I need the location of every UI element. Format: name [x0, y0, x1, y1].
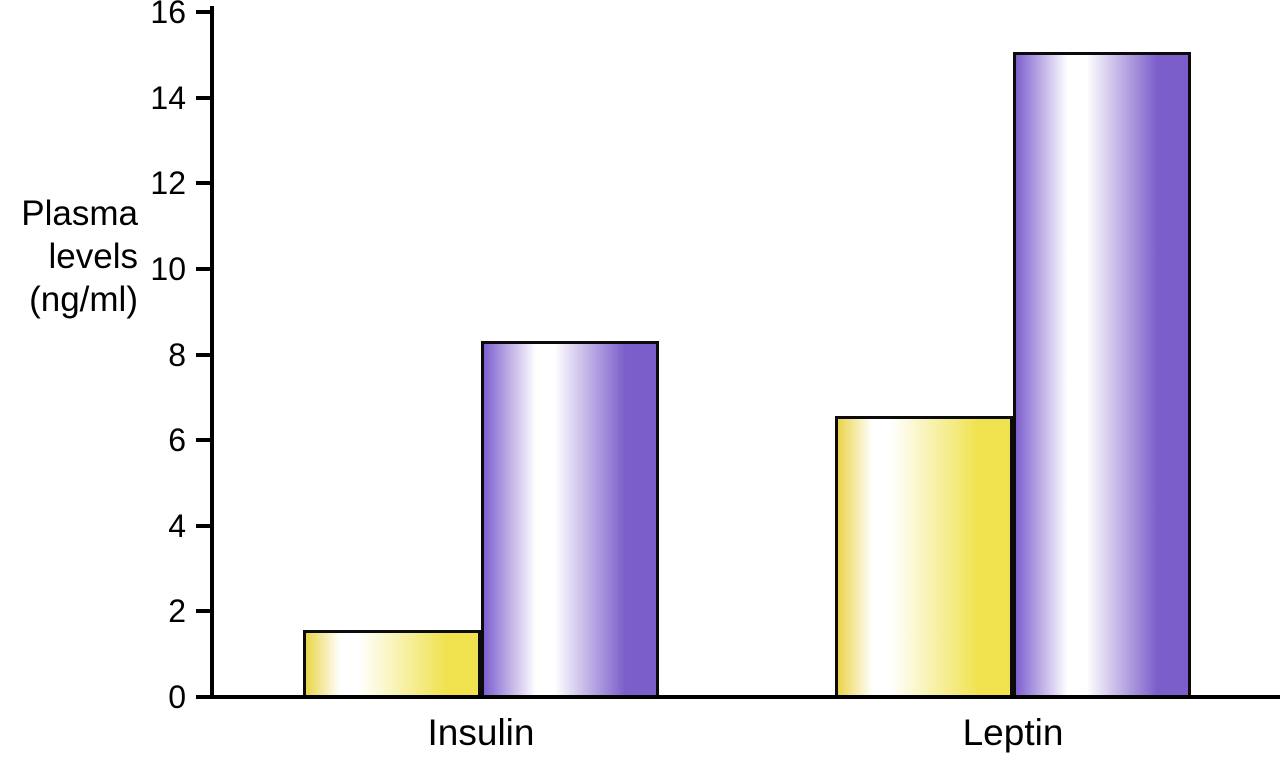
bar-insulin-purple: [481, 341, 659, 697]
y-tick-label: 2: [168, 593, 186, 630]
x-axis-line: [210, 695, 1280, 699]
y-axis-title: Plasma levels (ng/ml): [0, 192, 138, 321]
y-tick-label: 12: [150, 165, 186, 202]
y-tick: [196, 609, 213, 614]
bar-leptin-yellow: [835, 416, 1013, 697]
y-axis-title-line: Plasma: [21, 194, 138, 233]
y-tick: [196, 352, 213, 357]
y-tick: [196, 10, 213, 14]
y-axis-title-line: (ng/ml): [29, 280, 138, 319]
category-label-insulin: Insulin: [427, 712, 535, 753]
y-tick-label: 6: [168, 422, 186, 459]
y-tick-label: 10: [150, 250, 186, 287]
y-tick-label: 4: [168, 507, 186, 544]
y-tick: [196, 95, 213, 100]
y-tick: [196, 266, 213, 271]
category-label-leptin: Leptin: [962, 712, 1064, 753]
y-axis-title-line: levels: [48, 237, 138, 276]
y-tick: [196, 181, 213, 186]
bar-insulin-yellow: [303, 630, 481, 697]
y-tick: [196, 438, 213, 443]
y-tick-label: 8: [168, 336, 186, 373]
y-tick-label: 16: [150, 0, 186, 30]
y-tick: [196, 523, 213, 528]
bar-leptin-purple: [1013, 52, 1191, 697]
y-tick: [196, 695, 213, 699]
y-tick-label: 0: [168, 679, 186, 715]
y-tick-label: 14: [150, 79, 186, 116]
